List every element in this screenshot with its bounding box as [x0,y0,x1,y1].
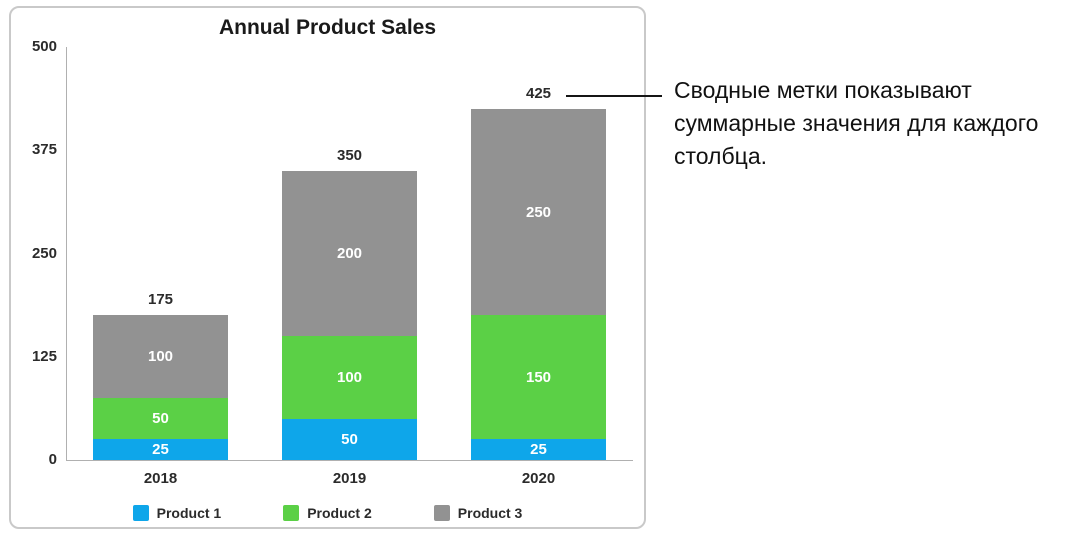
bar-segment: 50 [282,418,417,460]
bar-segment-value: 250 [525,203,552,221]
bar-total-label: 175 [147,291,174,309]
y-axis-tick-label: 125 [31,347,57,365]
legend-item: Product 3 [433,505,523,521]
legend-item: Product 1 [132,505,222,521]
y-axis-line [66,47,67,460]
bar-segment: 200 [282,170,417,337]
chart-title: Annual Product Sales [218,16,437,39]
bar-segment-value: 50 [341,430,358,448]
x-axis-label: 2020 [521,470,556,487]
chart-panel: Annual Product Sales 0 125 250 375 500 25 50 10… [9,6,646,529]
bar-total-label: 350 [336,146,363,164]
bar-segment: 25 [471,439,606,460]
legend-item: Product 2 [283,505,372,521]
x-axis-label: 2019 [332,470,367,487]
bar-segment-value: 25 [530,441,547,459]
y-axis-tick-label: 250 [31,244,57,262]
legend-label: Product 2 [307,505,372,521]
bar-segment: 100 [93,315,228,399]
bar-segment: 50 [93,398,228,440]
annotation-text: Сводные метки показывают суммарные значе… [674,77,1039,169]
legend-swatch [433,505,450,521]
y-axis-tick-label: 500 [31,38,57,55]
bar-segment: 150 [471,315,606,440]
legend: Product 1 Product 2 Product 3 [11,505,644,521]
x-axis-line [66,460,633,461]
y-axis-tick-label: 375 [31,141,57,159]
bar-segment-value: 25 [152,441,169,459]
legend-label: Product 3 [457,505,523,521]
bar-segment-value: 100 [336,368,363,386]
bar-segment: 25 [93,439,228,460]
callout-line [566,95,662,97]
bar-segment: 100 [282,336,417,419]
bar-segment-value: 100 [147,348,174,366]
bar-segment: 250 [471,108,606,316]
bar-segment-value: 200 [336,244,363,262]
x-axis-label: 2018 [143,470,178,487]
legend-label: Product 1 [156,505,222,521]
bar-segment-value: 150 [525,368,552,386]
y-axis-tick-label: 0 [48,451,57,468]
bar-segment-value: 50 [152,410,169,428]
legend-swatch [132,505,149,521]
plot-area: 0 125 250 375 500 25 50 100 175 2018 50 100 200 350 20… [11,8,644,527]
bar-total-label: 425 [525,84,552,102]
legend-swatch [283,505,300,521]
